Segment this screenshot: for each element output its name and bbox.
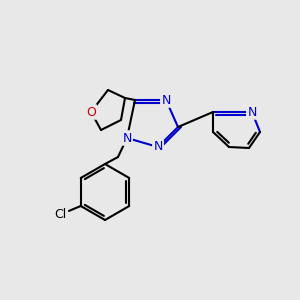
- Text: N: N: [161, 94, 171, 106]
- Text: O: O: [86, 106, 96, 118]
- Text: N: N: [153, 140, 163, 154]
- Text: N: N: [247, 106, 257, 118]
- Text: Cl: Cl: [55, 208, 67, 220]
- Text: N: N: [122, 131, 132, 145]
